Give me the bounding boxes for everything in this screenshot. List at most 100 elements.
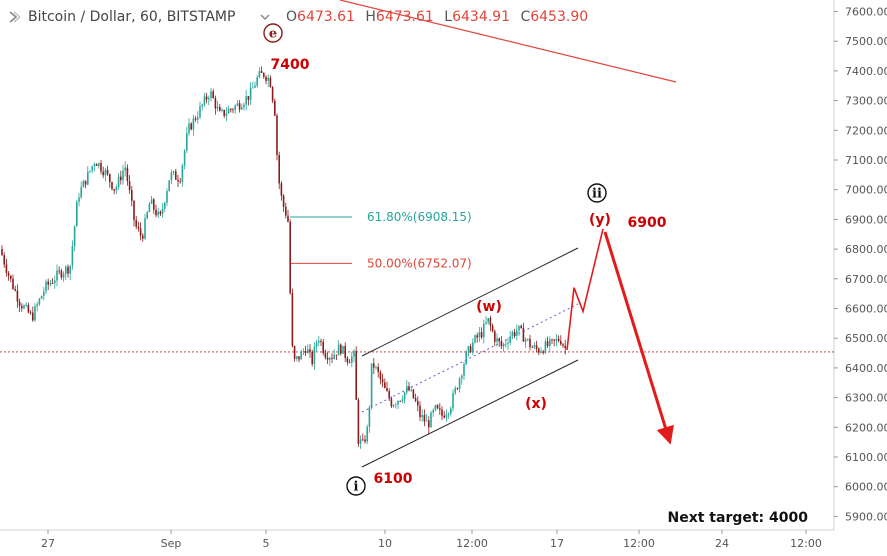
candle-body — [54, 280, 56, 284]
candle-body — [192, 118, 195, 130]
candle-body — [553, 339, 555, 341]
candle-body — [51, 282, 54, 284]
candle-body — [344, 345, 346, 358]
y-tick-label: 6300.00 — [845, 392, 887, 405]
candle-body — [104, 169, 107, 176]
candle-body — [36, 304, 38, 307]
candle-body — [410, 389, 412, 391]
candle-body — [172, 171, 175, 173]
candle-body — [520, 325, 522, 329]
candle-body — [148, 203, 151, 213]
candle-body — [423, 415, 426, 422]
y-tick-label: 7600.00 — [845, 6, 887, 19]
candle-body — [111, 182, 113, 190]
candle-body — [133, 200, 135, 221]
candle-body — [465, 351, 467, 365]
y-tick-label: 6900.00 — [845, 213, 887, 226]
candle-body — [186, 133, 188, 151]
candle-body — [335, 354, 338, 356]
collapse-icon[interactable] — [8, 11, 20, 23]
candle-body — [388, 391, 390, 399]
x-tick-label: 10 — [378, 537, 392, 550]
candle-body — [252, 87, 254, 89]
wave-label: e — [269, 27, 277, 42]
open-value: 6473.61 — [297, 9, 355, 25]
candle-body — [106, 169, 109, 175]
candle-body — [331, 357, 333, 359]
candle-body — [535, 345, 538, 349]
candle-body — [509, 336, 511, 343]
candle-body — [320, 340, 322, 342]
candle-body — [139, 228, 142, 236]
candle-body — [201, 104, 203, 107]
candle-body — [124, 167, 126, 171]
candle-body — [219, 106, 221, 111]
candle-body — [307, 349, 309, 354]
wave-label: i — [354, 480, 359, 495]
candle-body — [287, 215, 289, 222]
high-value: 6473.61 — [375, 9, 434, 25]
chevron-down-icon[interactable] — [259, 12, 271, 22]
candle-body — [43, 291, 45, 297]
candle-body — [69, 265, 71, 274]
candle-body — [67, 266, 69, 274]
candle-body — [430, 412, 432, 428]
candle-body — [258, 71, 261, 78]
candle-body — [461, 375, 463, 379]
candle-body — [238, 103, 241, 110]
candle-body — [208, 98, 210, 100]
candle-body — [417, 400, 419, 406]
candle-body — [18, 301, 21, 306]
candle-body — [190, 123, 192, 130]
candle-body — [340, 344, 342, 354]
candle-body — [384, 382, 386, 389]
candle-body — [216, 106, 219, 109]
y-axis[interactable]: 5900.00 6000.00 6100.00 6200.00 6300.00 6400.… — [834, 6, 887, 524]
x-tick-label: Sep — [161, 537, 182, 550]
candle-body — [533, 345, 536, 348]
candle-body — [531, 346, 533, 348]
candle-body — [159, 211, 162, 214]
candle-body — [120, 176, 122, 181]
candle-body — [131, 190, 133, 201]
candle-body — [546, 341, 549, 347]
candle-body — [113, 189, 115, 191]
candle-body — [551, 339, 553, 341]
candle-body — [542, 351, 544, 353]
candle-body — [126, 167, 129, 182]
candle-body — [505, 343, 507, 345]
candle-body — [21, 305, 23, 309]
candle-body — [82, 180, 85, 188]
candle-body — [183, 150, 186, 166]
candle-body — [304, 351, 307, 354]
candle-body — [348, 362, 351, 364]
candle-body — [254, 85, 256, 88]
projected-wave-path — [566, 228, 604, 351]
candle-body — [502, 343, 505, 347]
wave-label: 6900 — [628, 215, 667, 231]
candle-body — [436, 405, 439, 409]
candle-body — [87, 171, 89, 185]
candle-body — [161, 208, 164, 214]
x-axis[interactable]: 27 Sep 5 10 12:00 17 12:00 24 12:00 — [41, 530, 822, 550]
candle-body — [432, 410, 434, 413]
candle-body — [467, 346, 470, 352]
x-tick-label: 24 — [715, 537, 729, 550]
wave-label-circle — [587, 183, 607, 203]
candle-body — [205, 96, 208, 100]
candle-body — [351, 356, 353, 363]
candle-body — [102, 171, 104, 176]
candle-body — [476, 335, 478, 338]
candle-body — [49, 282, 52, 285]
candle-body — [128, 181, 131, 191]
wave-labels: e 7400 6100 i (w) (x) ii (y) 6900 — [263, 23, 667, 496]
y-tick-label: 6400.00 — [845, 362, 887, 375]
candle-body — [177, 179, 179, 182]
candle-body — [56, 270, 58, 281]
candle-body — [232, 109, 234, 111]
y-tick-label: 6000.00 — [845, 481, 887, 494]
candle-body — [93, 164, 96, 167]
candle-body — [397, 400, 399, 405]
candle-body — [507, 342, 509, 344]
